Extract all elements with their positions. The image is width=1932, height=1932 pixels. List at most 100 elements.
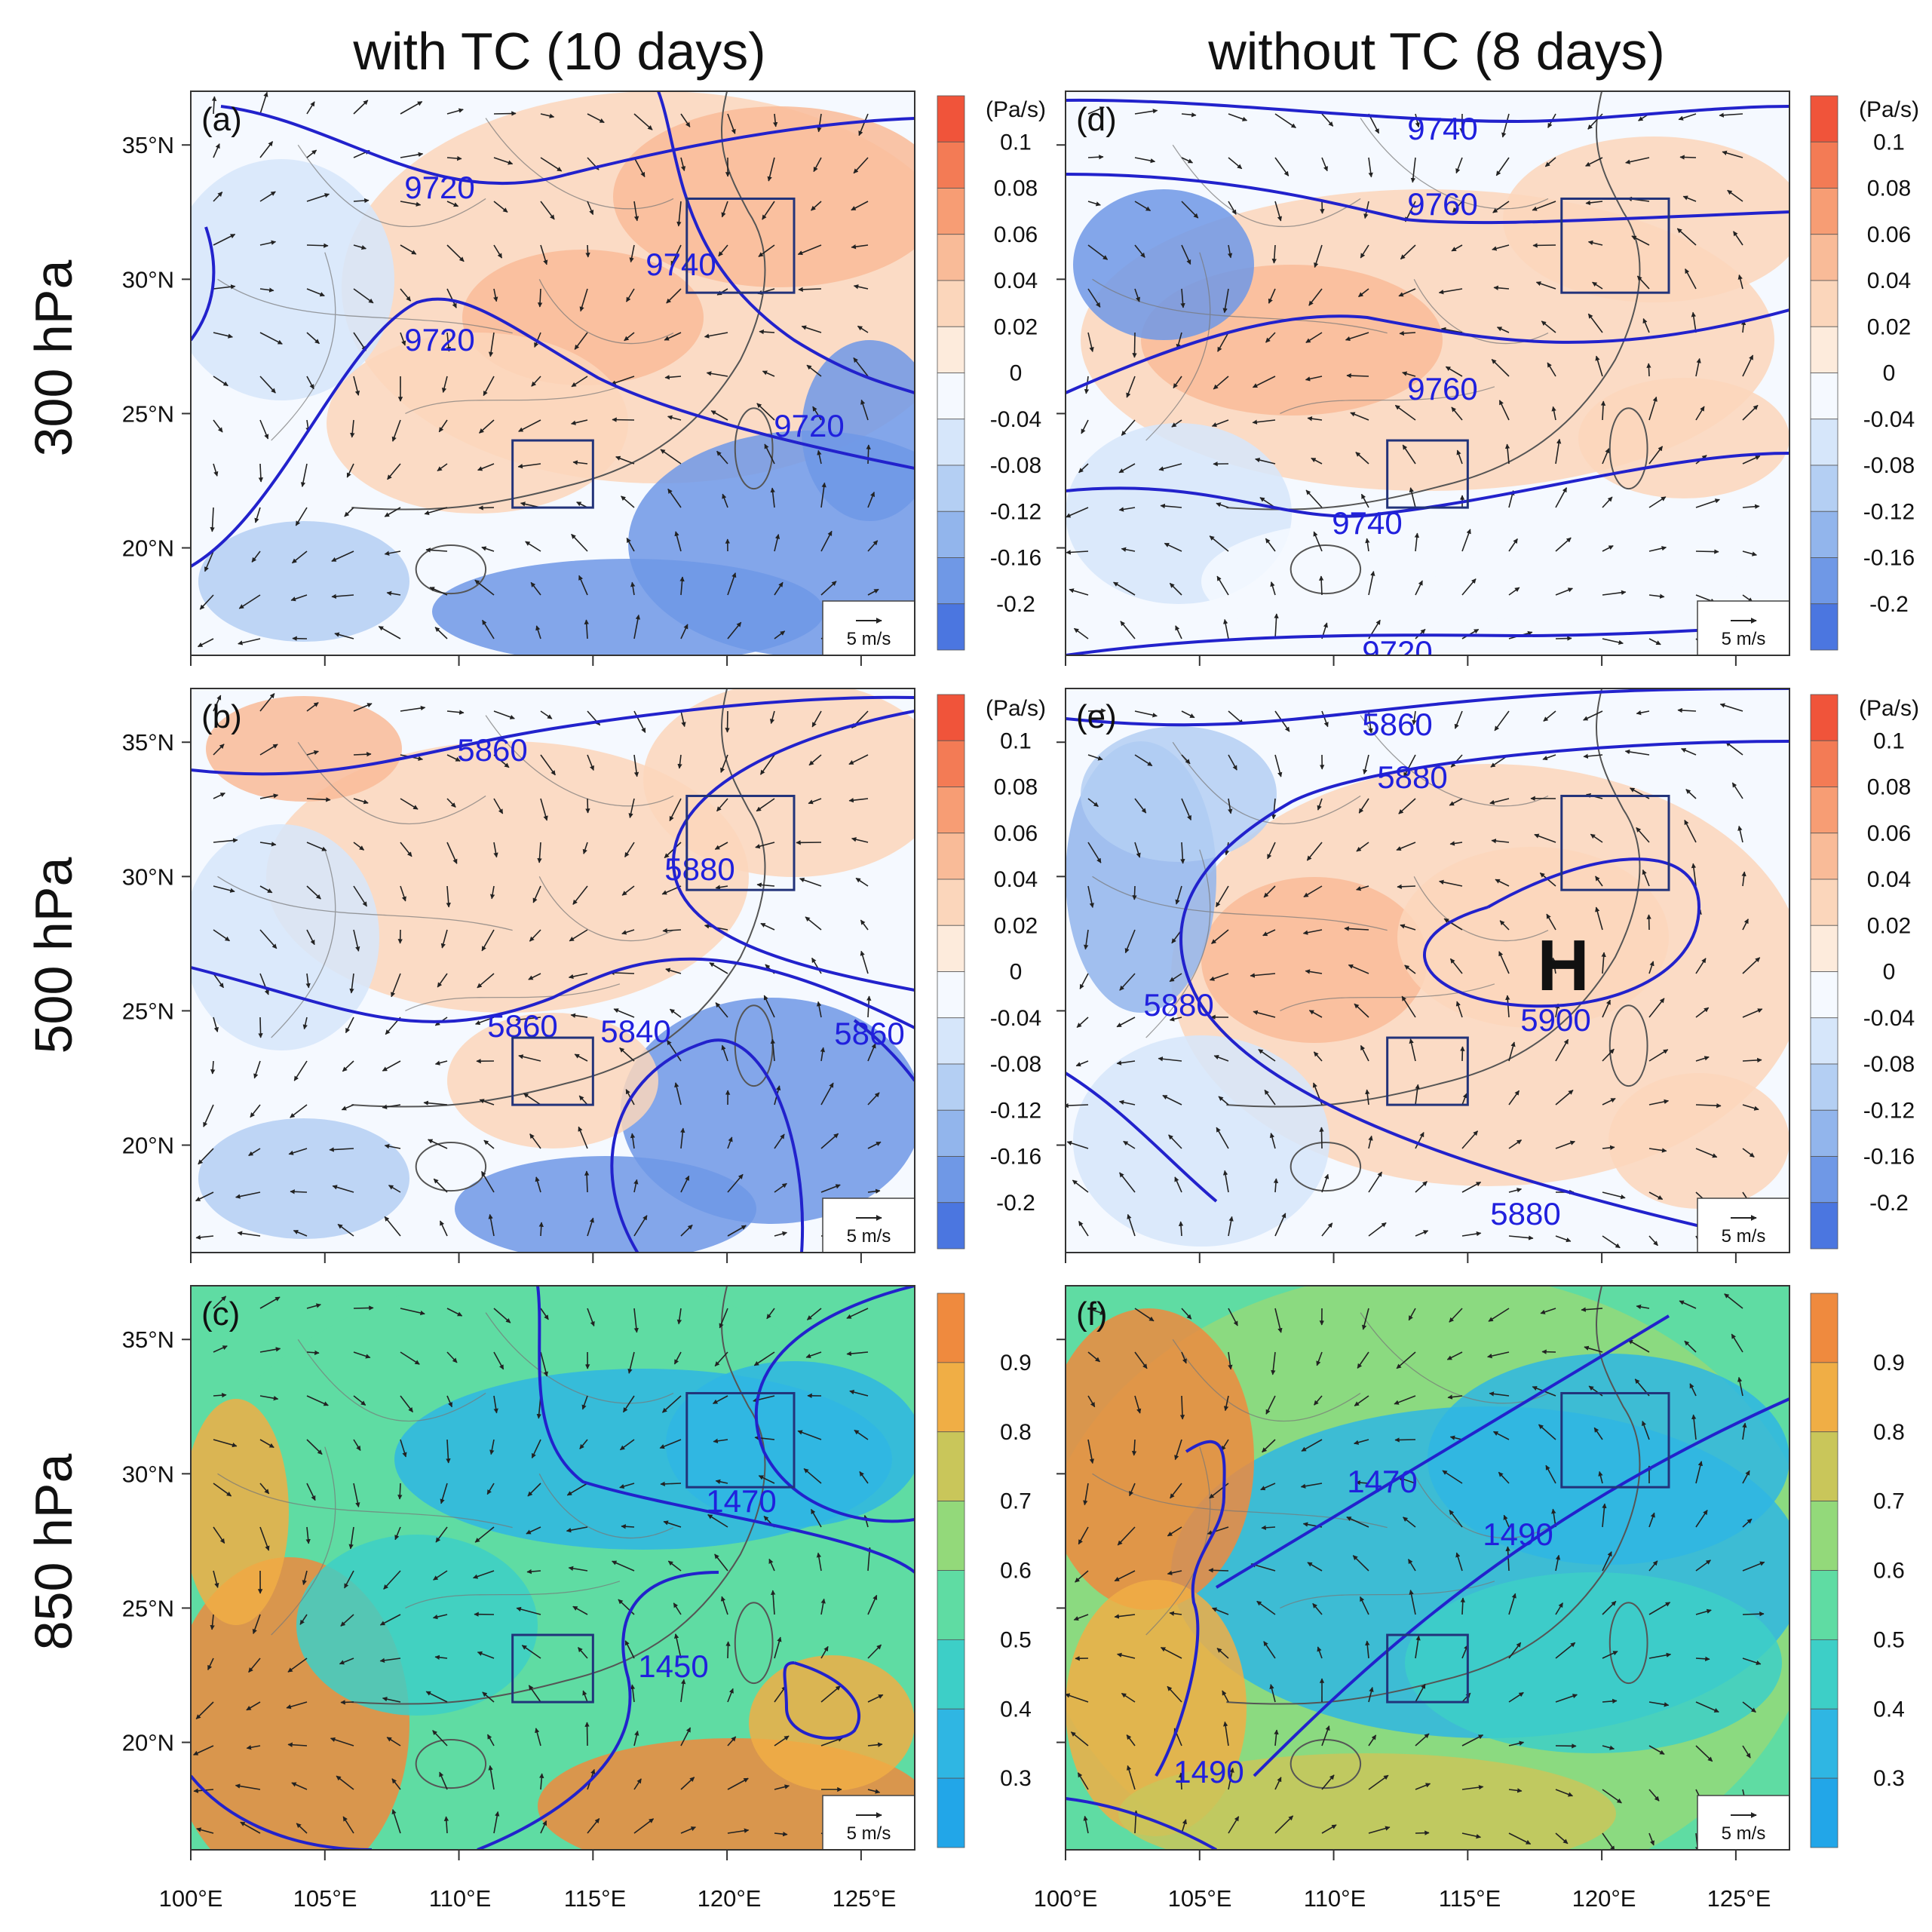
wind-vector bbox=[1555, 537, 1572, 552]
wind-vector bbox=[1181, 201, 1199, 219]
wind-vector bbox=[1587, 240, 1603, 246]
wind-vector bbox=[339, 1658, 354, 1665]
wind-vector bbox=[1555, 438, 1562, 465]
wind-vector bbox=[441, 376, 448, 393]
wind-vector bbox=[706, 371, 728, 377]
wind-vector bbox=[774, 1735, 790, 1746]
wind-vector bbox=[306, 701, 319, 712]
x-tick-label: 120°E bbox=[698, 1885, 762, 1912]
wind-vector bbox=[489, 1439, 495, 1455]
border-line bbox=[485, 1312, 674, 1404]
wind-vector bbox=[1116, 1017, 1136, 1028]
reference-vector-label: 5 m/s bbox=[1722, 1226, 1766, 1247]
wind-vector bbox=[213, 143, 220, 158]
wind-vector bbox=[625, 288, 635, 302]
wind-vector bbox=[633, 614, 641, 639]
wind-vector bbox=[569, 929, 588, 942]
shaded-region bbox=[1073, 189, 1254, 340]
wind-vector bbox=[853, 284, 869, 290]
wind-vector bbox=[612, 417, 635, 422]
colorbar-tick-label: 0.08 bbox=[994, 176, 1038, 201]
wind-vector bbox=[213, 463, 219, 477]
colorbar-swatch bbox=[937, 1570, 965, 1640]
border-line bbox=[485, 118, 674, 210]
axis-ticks bbox=[182, 1339, 862, 1860]
wind-vector bbox=[259, 1483, 270, 1495]
wind-vector bbox=[1087, 288, 1101, 308]
wind-vector bbox=[756, 403, 775, 421]
wind-vector bbox=[673, 1351, 682, 1365]
geopotential-contours bbox=[191, 695, 915, 1253]
colorbar-swatch bbox=[937, 1109, 965, 1157]
border-line bbox=[1092, 278, 1388, 334]
wind-vector bbox=[1415, 113, 1420, 128]
wind-vector bbox=[382, 1060, 401, 1072]
wind-vector bbox=[1602, 1145, 1615, 1151]
wind-vector bbox=[1319, 1127, 1324, 1149]
wind-vector bbox=[770, 1590, 776, 1615]
wind-vector bbox=[817, 449, 822, 465]
colorbar-tick-label: -0.2 bbox=[1869, 1191, 1909, 1216]
wind-vector bbox=[1073, 627, 1089, 639]
wind-vector bbox=[340, 1614, 354, 1627]
axis-ticks bbox=[1056, 144, 1737, 666]
wind-vector bbox=[382, 1104, 401, 1110]
wind-vector bbox=[1134, 109, 1158, 115]
wind-vector bbox=[1415, 1132, 1424, 1149]
wind-vector bbox=[1072, 1179, 1089, 1193]
colorbar-swatch bbox=[1810, 603, 1838, 651]
wind-vector bbox=[1211, 929, 1229, 945]
wind-vector bbox=[306, 101, 315, 115]
wind-vector bbox=[860, 399, 869, 421]
wind-vector bbox=[759, 754, 775, 775]
wind-vector bbox=[1398, 798, 1416, 814]
y-tick-label: 20°N bbox=[122, 535, 174, 562]
colorbar-tick-label: -0.08 bbox=[1863, 1052, 1915, 1077]
wind-vector bbox=[716, 450, 728, 465]
colorbar-swatch bbox=[937, 557, 965, 605]
wind-vector bbox=[727, 1777, 749, 1790]
colorbar-tick-label: 0.06 bbox=[1867, 222, 1911, 247]
contour-label: 5860 bbox=[1362, 707, 1432, 742]
wind-vector bbox=[797, 1430, 822, 1440]
wind-vector bbox=[1305, 489, 1323, 508]
wind-vector bbox=[1132, 885, 1137, 900]
colorbar-tick-label: 0.06 bbox=[994, 222, 1038, 247]
wind-vector bbox=[287, 1658, 308, 1673]
wind-vector bbox=[867, 1594, 878, 1615]
wind-vector bbox=[1555, 587, 1573, 596]
colorbar-tick-label: 0.02 bbox=[994, 913, 1038, 938]
wind-vector bbox=[344, 1570, 354, 1589]
wind-vector bbox=[440, 1483, 448, 1504]
wind-vector bbox=[1642, 317, 1650, 333]
wind-vector bbox=[1180, 288, 1185, 308]
wind-vector bbox=[1449, 798, 1463, 806]
x-tick-label: 115°E bbox=[1439, 1885, 1501, 1912]
shaded-region bbox=[1397, 847, 1669, 1028]
wind-vector bbox=[515, 1017, 541, 1023]
wind-vector bbox=[1321, 1222, 1333, 1237]
colorbar-swatch bbox=[1810, 1431, 1838, 1502]
wind-vector bbox=[1066, 1102, 1089, 1109]
colorbar-swatch bbox=[1810, 971, 1838, 1019]
province-borders bbox=[217, 118, 674, 441]
contour-line bbox=[610, 1038, 804, 1253]
wind-vector bbox=[1274, 1213, 1286, 1237]
wind-vector bbox=[1218, 1096, 1229, 1106]
wind-vector bbox=[300, 463, 308, 488]
y-tick-label: 25°N bbox=[122, 998, 174, 1024]
wind-vector bbox=[493, 798, 504, 814]
wind-vector bbox=[306, 193, 330, 202]
reference-vector: 5 m/s bbox=[822, 600, 915, 655]
wind-vector bbox=[1741, 871, 1746, 887]
wind-vector bbox=[516, 1606, 541, 1615]
wind-vector bbox=[633, 1308, 639, 1333]
wind-vector bbox=[570, 419, 588, 425]
wind-vector bbox=[540, 1820, 547, 1834]
reference-vector: 5 m/s bbox=[1697, 1795, 1789, 1850]
wind-vector bbox=[1134, 201, 1152, 212]
wind-vector bbox=[238, 594, 261, 609]
wind-vector bbox=[1742, 550, 1757, 557]
wind-vector bbox=[1592, 281, 1603, 290]
y-tick-label: 30°N bbox=[122, 266, 174, 293]
